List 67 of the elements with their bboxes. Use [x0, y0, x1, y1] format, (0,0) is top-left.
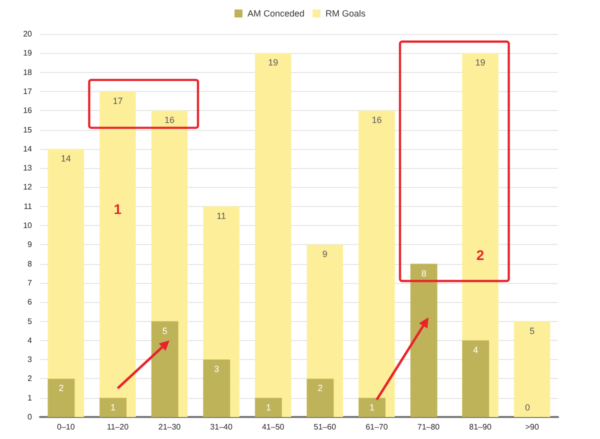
legend-label: AM Conceded	[247, 8, 305, 18]
y-tick-label: 0	[28, 412, 33, 422]
y-tick-label: 5	[28, 316, 33, 326]
y-tick-label: 10	[23, 221, 33, 230]
bar	[358, 110, 395, 417]
data-label: 2	[58, 383, 64, 394]
bar	[462, 340, 490, 417]
x-tick-label: 31–40	[210, 422, 233, 432]
x-tick-label: 21–30	[158, 422, 182, 432]
bar	[100, 91, 136, 417]
data-label: 17	[112, 96, 123, 106]
legend-label: RM Goals	[326, 8, 366, 18]
x-tick-label: >90	[525, 422, 540, 432]
x-tick-label: 11–20	[106, 422, 130, 432]
bar	[151, 321, 178, 417]
x-tick-label: 51–60	[314, 422, 337, 432]
data-label: 1	[110, 402, 116, 412]
y-tick-label: 3	[28, 355, 33, 364]
y-tick-label: 15	[23, 125, 33, 134]
y-tick-label: 7	[28, 278, 33, 288]
annotation: 2	[476, 246, 484, 263]
bar	[306, 378, 334, 417]
bar	[254, 53, 292, 417]
annotation: 1	[114, 200, 122, 217]
y-tick-label: 1	[28, 393, 33, 402]
y-tick-label: 8	[28, 259, 33, 268]
x-tick-label: 0–10	[57, 422, 76, 432]
y-tick-label: 12	[23, 182, 33, 192]
y-tick-label: 20	[23, 30, 33, 38]
y-tick-label: 14	[23, 144, 33, 154]
bar	[410, 264, 438, 417]
data-label: 1	[370, 402, 375, 412]
data-label: 3	[214, 364, 220, 374]
y-tick-label: 4	[28, 336, 33, 345]
y-tick-label: 2	[28, 374, 33, 384]
y-tick-label: 13	[23, 164, 33, 173]
x-tick-label: 61–70	[366, 422, 388, 432]
bar	[48, 378, 75, 417]
data-label: 5	[530, 326, 535, 336]
x-tick-label: 41–50	[262, 422, 285, 432]
data-label: 16	[372, 115, 382, 126]
data-label: 4	[473, 344, 478, 355]
data-label: 9	[322, 249, 328, 260]
data-label: 19	[475, 58, 486, 68]
data-label: 16	[164, 115, 175, 126]
data-label: 1	[266, 402, 271, 412]
y-tick-label: 11	[24, 202, 33, 211]
y-tick-label: 6	[28, 298, 33, 307]
y-tick-label: 19	[23, 48, 33, 58]
bar	[358, 398, 386, 417]
bar	[514, 321, 550, 417]
data-label: 8	[421, 268, 426, 278]
x-tick-label: 81–90	[469, 422, 492, 432]
bar	[254, 398, 282, 417]
y-tick-label: 16	[23, 106, 33, 116]
bar	[203, 360, 230, 417]
y-tick-label: 17	[23, 86, 33, 96]
data-label: 0	[524, 402, 530, 412]
data-label: 5	[162, 326, 168, 336]
y-tick-label: 18	[23, 68, 33, 77]
data-label: 19	[268, 58, 278, 68]
data-label: 11	[216, 210, 226, 221]
data-label: 2	[318, 383, 323, 394]
bar	[100, 398, 127, 417]
y-tick-label: 9	[28, 240, 33, 250]
x-tick-label: 71–80	[417, 422, 440, 432]
data-label: 14	[60, 153, 71, 164]
